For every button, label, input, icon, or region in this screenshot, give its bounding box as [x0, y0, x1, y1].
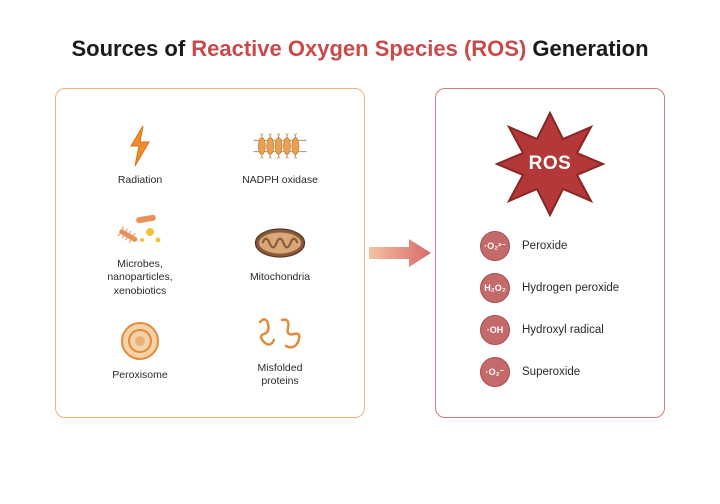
source-label: Microbes, nanoparticles, xenobiotics	[107, 258, 172, 297]
species-row: ·O₂²⁻ Peroxide	[480, 231, 648, 261]
source-label: NADPH oxidase	[242, 174, 318, 187]
species-name: Peroxide	[522, 240, 567, 252]
sources-panel: Radiation	[55, 88, 365, 418]
source-misfolded: Misfolded proteins	[212, 304, 348, 397]
squiggles-icon	[252, 312, 308, 356]
source-peroxisome: Peroxisome	[72, 304, 208, 397]
lightning-icon	[112, 124, 168, 168]
species-row: ·OH Hydroxyl radical	[480, 315, 648, 345]
membrane-icon	[252, 124, 308, 168]
species-chip: H₂O₂	[480, 273, 510, 303]
page-title: Sources of Reactive Oxygen Species (ROS)…	[0, 0, 720, 62]
microbes-icon	[112, 208, 168, 252]
species-chip: ·OH	[480, 315, 510, 345]
source-label: Radiation	[118, 174, 162, 187]
title-post: Generation	[526, 36, 648, 61]
arrow-icon	[365, 233, 435, 273]
mitochondria-icon	[252, 221, 308, 265]
species-chip: ·O₂⁻	[480, 357, 510, 387]
source-label: Peroxisome	[112, 369, 167, 382]
title-pre: Sources of	[71, 36, 191, 61]
species-name: Superoxide	[522, 366, 580, 378]
species-list: ·O₂²⁻ Peroxide H₂O₂ Hydrogen peroxide ·O…	[452, 231, 648, 387]
title-highlight: Reactive Oxygen Species (ROS)	[191, 36, 526, 61]
ros-starburst: ROS	[495, 109, 605, 219]
ros-panel: ROS ·O₂²⁻ Peroxide H₂O₂ Hydrogen peroxid…	[435, 88, 665, 418]
source-radiation: Radiation	[72, 109, 208, 202]
sources-grid: Radiation	[72, 109, 348, 397]
source-label: Misfolded proteins	[258, 362, 303, 388]
source-mitochondria: Mitochondria	[212, 206, 348, 299]
source-label: Mitochondria	[250, 271, 310, 284]
species-name: Hydrogen peroxide	[522, 282, 619, 294]
ros-label: ROS	[529, 153, 572, 175]
main-layout: Radiation	[0, 88, 720, 418]
peroxisome-icon	[112, 319, 168, 363]
source-nadph: NADPH oxidase	[212, 109, 348, 202]
species-row: ·O₂⁻ Superoxide	[480, 357, 648, 387]
source-microbes: Microbes, nanoparticles, xenobiotics	[72, 206, 208, 299]
species-name: Hydroxyl radical	[522, 324, 604, 336]
species-row: H₂O₂ Hydrogen peroxide	[480, 273, 648, 303]
species-chip: ·O₂²⁻	[480, 231, 510, 261]
